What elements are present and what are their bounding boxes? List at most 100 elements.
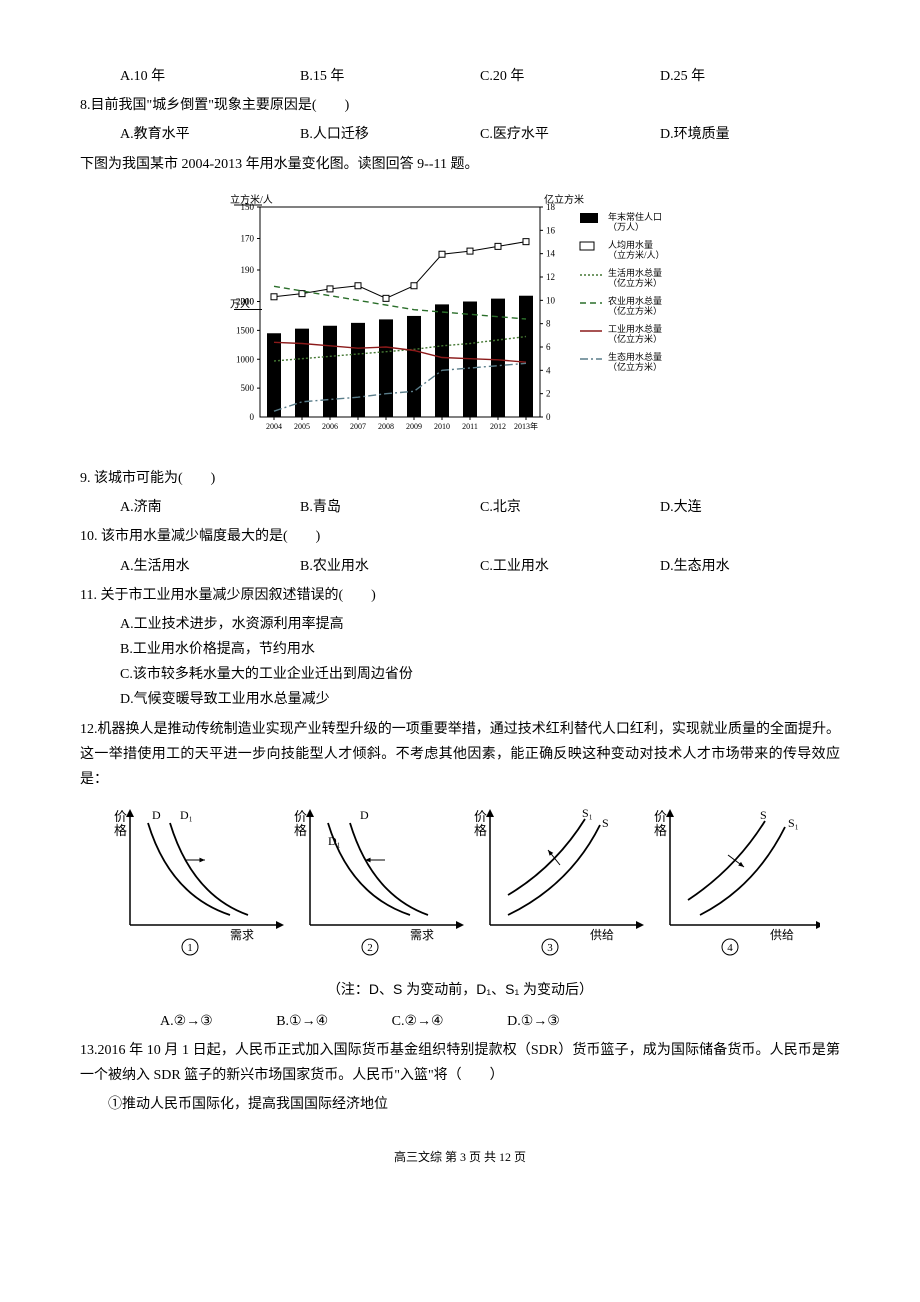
q10-opt-a: A.生活用水 [120, 554, 300, 579]
q9-options: A.济南 B.青岛 C.北京 D.大连 [120, 495, 840, 520]
svg-text:170: 170 [241, 233, 255, 243]
q7-opt-c: C.20 年 [480, 64, 660, 89]
q12-charts: 价格DD₁需求1价格DD₁需求2价格SS₁供给3价格SS₁供给4 [80, 800, 840, 969]
q9-opt-a: A.济南 [120, 495, 300, 520]
svg-text:500: 500 [241, 383, 255, 393]
q9-stem: 9. 该城市可能为( ) [80, 466, 840, 491]
q12-opt-d: D.①→③ [507, 1009, 560, 1034]
svg-text:供给: 供给 [770, 928, 794, 942]
q11-opt-c: C.该市较多耗水量大的工业企业迁出到周边省份 [120, 662, 840, 687]
q9-opt-c: C.北京 [480, 495, 660, 520]
svg-text:2013年: 2013年 [514, 421, 538, 431]
svg-text:3: 3 [547, 942, 553, 954]
svg-text:（亿立方米）: （亿立方米） [608, 305, 662, 316]
svg-text:价: 价 [114, 809, 127, 824]
svg-text:生活用水总量: 生活用水总量 [608, 267, 662, 278]
svg-text:S₁: S₁ [582, 806, 593, 820]
svg-text:2007: 2007 [350, 422, 366, 431]
svg-text:2008: 2008 [378, 422, 394, 431]
svg-text:2009: 2009 [406, 422, 422, 431]
svg-text:0: 0 [250, 412, 255, 422]
q7-opt-b: B.15 年 [300, 64, 480, 89]
svg-text:1000: 1000 [236, 354, 255, 364]
water-usage-chart: 立方米/人150170190210万人5001000150020000亿立方米0… [80, 187, 840, 456]
svg-text:格: 格 [294, 823, 307, 838]
svg-text:12: 12 [546, 272, 555, 282]
svg-text:2012: 2012 [490, 422, 506, 431]
svg-text:价: 价 [654, 809, 667, 824]
q7-opt-a: A.10 年 [120, 64, 300, 89]
q12-opt-b: B.①→④ [276, 1009, 328, 1034]
svg-text:2000: 2000 [236, 296, 255, 306]
q8-options: A.教育水平 B.人口迁移 C.医疗水平 D.环境质量 [120, 122, 840, 147]
q8-opt-a: A.教育水平 [120, 122, 300, 147]
q11-opt-d: D.气候变暖导致工业用水总量减少 [120, 687, 840, 712]
svg-text:150: 150 [241, 202, 255, 212]
svg-text:2006: 2006 [322, 422, 338, 431]
q10-options: A.生活用水 B.农业用水 C.工业用水 D.生态用水 [120, 554, 840, 579]
svg-text:10: 10 [546, 295, 556, 305]
q7-options: A.10 年 B.15 年 C.20 年 D.25 年 [120, 64, 840, 89]
svg-text:4: 4 [727, 942, 733, 954]
svg-text:190: 190 [241, 265, 255, 275]
svg-text:格: 格 [654, 823, 667, 838]
svg-text:需求: 需求 [410, 928, 434, 942]
svg-text:16: 16 [546, 225, 556, 235]
q11-opt-a: A.工业技术进步，水资源利用率提高 [120, 612, 840, 637]
svg-text:需求: 需求 [230, 928, 254, 942]
svg-text:8: 8 [546, 318, 551, 328]
q12-note: （注：D、S 为变动前，D₁、S₁ 为变动后） [80, 977, 840, 1002]
svg-text:6: 6 [546, 342, 551, 352]
svg-text:（万人）: （万人） [608, 222, 644, 232]
svg-text:2005: 2005 [294, 422, 310, 431]
svg-text:0: 0 [546, 412, 551, 422]
q8-opt-b: B.人口迁移 [300, 122, 480, 147]
svg-text:（亿立方米）: （亿立方米） [608, 361, 662, 372]
svg-text:格: 格 [114, 823, 127, 838]
svg-text:格: 格 [474, 823, 487, 838]
q13-stem: 13.2016 年 10 月 1 日起，人民币正式加入国际货币基金组织特别提款权… [80, 1038, 840, 1088]
q10-opt-c: C.工业用水 [480, 554, 660, 579]
svg-text:工业用水总量: 工业用水总量 [608, 323, 662, 334]
svg-text:年末常住人口: 年末常住人口 [608, 211, 662, 222]
page-footer: 高三文综 第 3 页 共 12 页 [80, 1147, 840, 1169]
q8-opt-d: D.环境质量 [660, 122, 840, 147]
supply-demand-charts-svg: 价格DD₁需求1价格DD₁需求2价格SS₁供给3价格SS₁供给4 [100, 800, 820, 960]
q8-opt-c: C.医疗水平 [480, 122, 660, 147]
svg-text:2: 2 [546, 388, 551, 398]
svg-text:18: 18 [546, 202, 556, 212]
svg-text:4: 4 [546, 365, 551, 375]
svg-text:（亿立方米）: （亿立方米） [608, 333, 662, 344]
q13-opt1: ①推动人民币国际化，提高我国国际经济地位 [80, 1092, 840, 1117]
q9-opt-d: D.大连 [660, 495, 840, 520]
svg-text:D: D [360, 808, 369, 822]
svg-text:2011: 2011 [462, 422, 478, 431]
q9-opt-b: B.青岛 [300, 495, 480, 520]
svg-text:2: 2 [367, 942, 373, 954]
q7-opt-d: D.25 年 [660, 64, 840, 89]
svg-text:价: 价 [474, 809, 487, 824]
q10-opt-b: B.农业用水 [300, 554, 480, 579]
svg-text:人均用水量: 人均用水量 [608, 239, 653, 250]
svg-text:1500: 1500 [236, 325, 255, 335]
svg-text:S₁: S₁ [788, 816, 799, 830]
svg-text:D: D [152, 808, 161, 822]
q12-options: A.②→③ B.①→④ C.②→④ D.①→③ [160, 1009, 840, 1034]
svg-text:农业用水总量: 农业用水总量 [608, 295, 662, 306]
svg-text:（立方米/人）: （立方米/人） [608, 249, 665, 260]
svg-text:生态用水总量: 生态用水总量 [608, 351, 662, 362]
svg-text:S: S [760, 808, 767, 822]
q10-opt-d: D.生态用水 [660, 554, 840, 579]
q12-stem: 12.机器换人是推动传统制造业实现产业转型升级的一项重要举措，通过技术红利替代人… [80, 717, 840, 793]
q11-opt-b: B.工业用水价格提高，节约用水 [120, 637, 840, 662]
chart-intro: 下图为我国某市 2004-2013 年用水量变化图。读图回答 9--11 题。 [80, 152, 840, 177]
svg-text:1: 1 [187, 942, 193, 954]
svg-text:价: 价 [294, 809, 307, 824]
q12-opt-c: C.②→④ [392, 1009, 444, 1034]
q12-opt-a: A.②→③ [160, 1009, 213, 1034]
svg-text:S: S [602, 816, 609, 830]
q11-stem: 11. 关于市工业用水量减少原因叙述错误的( ) [80, 583, 840, 608]
svg-text:供给: 供给 [590, 928, 614, 942]
svg-text:2010: 2010 [434, 422, 450, 431]
svg-text:14: 14 [546, 248, 556, 258]
